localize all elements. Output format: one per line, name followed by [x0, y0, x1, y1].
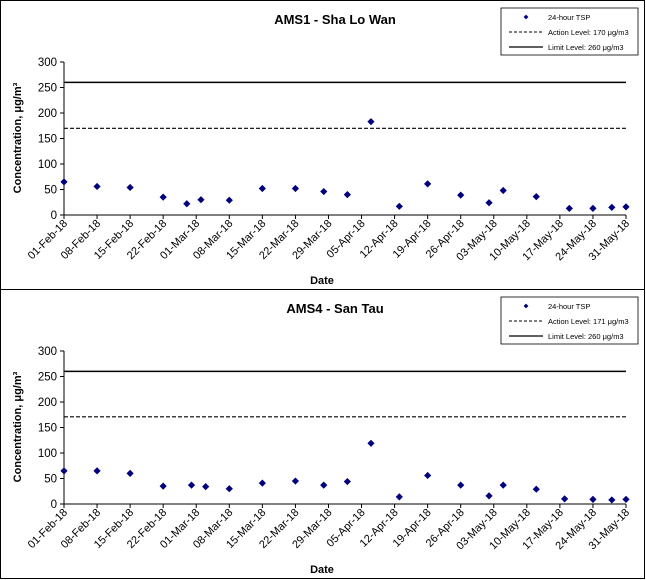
y-tick-label: 0	[51, 499, 57, 511]
data-point	[93, 182, 101, 191]
data-point	[187, 481, 196, 489]
data-point	[589, 204, 597, 212]
chart-title: AMS1 - Sha Lo Wan	[274, 12, 396, 27]
legend-label: 24-hour TSP	[548, 13, 590, 22]
data-point	[343, 477, 351, 486]
data-point	[424, 471, 432, 480]
data-point	[561, 495, 569, 503]
data-point	[367, 118, 375, 126]
chart-ams1-svg: AMS1 - Sha Lo Wan05010015020025030001-Fe…	[12, 7, 639, 287]
data-point	[532, 485, 540, 493]
legend-label: Limit Level: 260 μg/m3	[548, 43, 624, 52]
data-point	[457, 191, 465, 199]
y-tick-label: 50	[44, 474, 57, 486]
data-point	[499, 481, 507, 489]
data-point	[225, 485, 233, 493]
y-tick-label: 150	[38, 423, 57, 435]
data-point	[457, 481, 465, 489]
y-axis-title: Concentration, μg/m³	[12, 82, 24, 193]
data-point	[485, 199, 493, 207]
data-point	[202, 483, 210, 491]
y-tick-label: 100	[38, 159, 57, 171]
data-point	[60, 178, 68, 186]
legend-label: 24-hour TSP	[548, 302, 590, 311]
data-point	[320, 187, 328, 196]
y-tick-label: 250	[38, 372, 57, 384]
data-point	[499, 186, 507, 195]
y-tick-label: 300	[38, 346, 57, 358]
chart-panel-ams4: AMS4 - San Tau 0 50 100 150 200 250 300 01-Feb-1…	[0, 289, 645, 579]
chart-panel-ams1: AMS1 - Sha Lo Wan 0 50 100 150 200 250 300 01-Fe…	[0, 0, 645, 290]
data-point	[225, 196, 233, 204]
data-point	[424, 180, 432, 188]
data-point	[291, 184, 300, 193]
y-tick-label: 200	[38, 397, 57, 409]
x-axis-title: Date	[310, 275, 334, 287]
legend-label: Action Level: 170 μg/m3	[548, 28, 629, 37]
y-tick-label: 100	[38, 448, 57, 460]
y-tick-label: 50	[44, 185, 57, 197]
data-point	[395, 202, 403, 210]
legend-label: Limit Level: 260 μg/m3	[548, 332, 624, 341]
data-point	[258, 184, 266, 193]
data-point	[622, 203, 630, 211]
chart-title: AMS4 - San Tau	[286, 301, 383, 316]
y-axis-title: Concentration, μg/m³	[12, 371, 24, 482]
y-tick-label: 200	[38, 108, 57, 120]
chart-ams4-svg: AMS4 - San Tau05010015020025030001-Feb-1…	[12, 296, 639, 576]
y-tick-label: 250	[38, 83, 57, 95]
data-point	[565, 204, 573, 212]
data-point	[608, 203, 616, 211]
data-point	[608, 496, 616, 504]
data-point	[60, 467, 68, 475]
data-point	[291, 477, 300, 485]
data-point	[395, 493, 403, 501]
data-point	[589, 495, 597, 504]
data-point	[258, 479, 266, 487]
data-point	[197, 196, 205, 204]
legend-marker	[523, 14, 529, 20]
data-point	[622, 495, 630, 504]
data-point	[485, 492, 493, 500]
y-tick-label: 0	[51, 210, 57, 222]
data-point	[343, 191, 351, 199]
data-point	[532, 193, 540, 201]
data-point	[126, 183, 134, 192]
y-tick-label: 300	[38, 57, 57, 69]
data-point	[159, 482, 167, 490]
data-point	[320, 481, 328, 489]
data-point	[367, 439, 375, 447]
data-point	[159, 193, 167, 201]
data-point	[183, 200, 191, 208]
data-point	[126, 469, 134, 477]
legend-label: Action Level: 171 μg/m3	[548, 317, 629, 326]
data-point	[93, 467, 101, 475]
y-tick-label: 150	[38, 134, 57, 146]
x-axis-title: Date	[310, 564, 334, 576]
